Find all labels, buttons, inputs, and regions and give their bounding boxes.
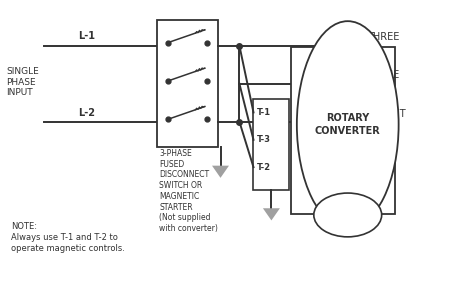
Text: ROTARY
CONVERTER: ROTARY CONVERTER <box>315 113 381 136</box>
Text: T-1: T-1 <box>257 108 272 117</box>
Polygon shape <box>212 166 229 178</box>
Bar <box>254 99 289 190</box>
Text: L-1: L-1 <box>78 31 95 41</box>
Text: T-2: T-2 <box>343 108 359 119</box>
Text: THREE: THREE <box>366 33 399 42</box>
Bar <box>291 47 395 214</box>
Text: SINGLE
PHASE
INPUT: SINGLE PHASE INPUT <box>6 67 39 97</box>
Bar <box>157 20 218 147</box>
Polygon shape <box>263 208 280 220</box>
Text: T-1: T-1 <box>343 33 359 42</box>
Text: T-3: T-3 <box>343 71 359 80</box>
Ellipse shape <box>297 21 399 228</box>
Text: NOTE:
Always use T-1 and T-2 to
operate magnetic controls.: NOTE: Always use T-1 and T-2 to operate … <box>11 222 125 253</box>
Text: L-2: L-2 <box>78 108 95 118</box>
Text: PHASE: PHASE <box>366 71 399 80</box>
Ellipse shape <box>314 193 382 237</box>
Text: T-3: T-3 <box>257 135 271 144</box>
Text: T-2: T-2 <box>257 163 272 172</box>
Text: OUTPUT: OUTPUT <box>366 108 406 119</box>
Text: 3-PHASE
FUSED
DISCONNECT
SWITCH OR
MAGNETIC
STARTER
(Not supplied
with converter: 3-PHASE FUSED DISCONNECT SWITCH OR MAGNE… <box>159 149 218 233</box>
